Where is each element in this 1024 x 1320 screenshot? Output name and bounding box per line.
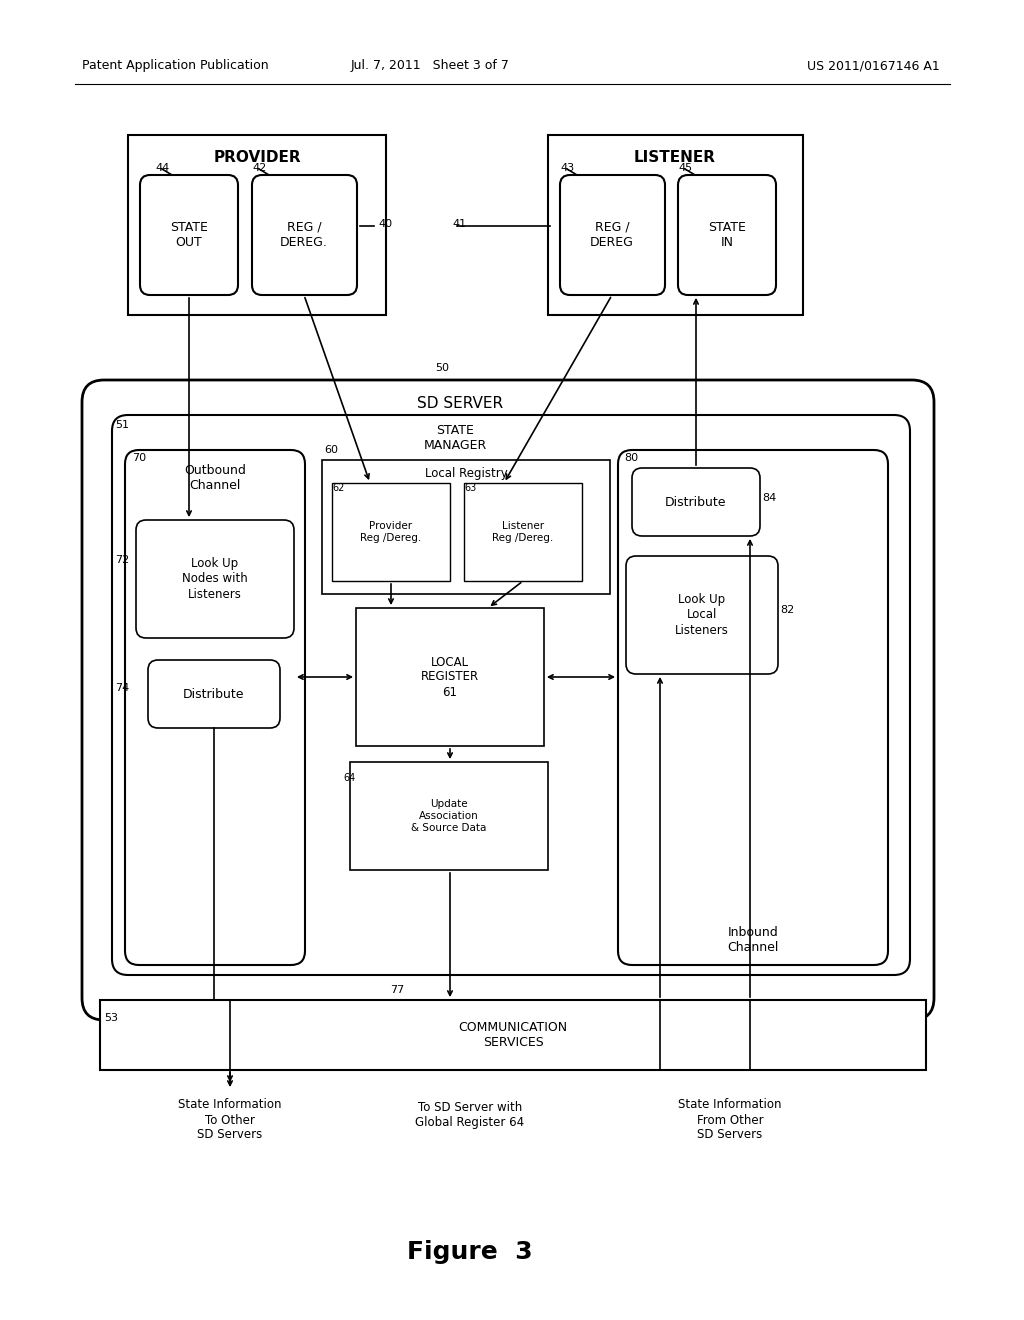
Text: 44: 44 [155,162,169,173]
Text: 84: 84 [762,492,776,503]
FancyBboxPatch shape [82,380,934,1020]
Text: Patent Application Publication: Patent Application Publication [82,59,268,73]
Text: 74: 74 [115,682,129,693]
Text: 80: 80 [624,453,638,463]
Text: Outbound
Channel: Outbound Channel [184,465,246,492]
Text: 70: 70 [132,453,146,463]
Text: 41: 41 [452,219,466,228]
FancyBboxPatch shape [148,660,280,729]
Text: 53: 53 [104,1012,118,1023]
Bar [356,609,544,746]
Text: Distribute: Distribute [666,495,727,508]
Text: STATE
IN: STATE IN [708,220,745,249]
Bar [464,483,582,581]
FancyBboxPatch shape [560,176,665,294]
FancyBboxPatch shape [618,450,888,965]
FancyBboxPatch shape [112,414,910,975]
Text: 63: 63 [464,483,476,492]
Text: State Information
From Other
SD Servers: State Information From Other SD Servers [678,1098,781,1142]
Bar [350,762,548,870]
FancyBboxPatch shape [125,450,305,965]
Bar [332,483,450,581]
Text: 72: 72 [115,554,129,565]
Text: 51: 51 [115,420,129,430]
Text: 82: 82 [780,605,795,615]
Text: Update
Association
& Source Data: Update Association & Source Data [412,800,486,833]
Text: STATE
OUT: STATE OUT [170,220,208,249]
Text: 60: 60 [324,445,338,455]
Text: To SD Server with
Global Register 64: To SD Server with Global Register 64 [416,1101,524,1129]
Text: PROVIDER: PROVIDER [213,149,301,165]
Bar [100,1001,926,1071]
Text: LISTENER: LISTENER [634,149,716,165]
Text: Local Registry: Local Registry [425,466,507,479]
Text: Look Up
Nodes with
Listeners: Look Up Nodes with Listeners [182,557,248,601]
FancyBboxPatch shape [252,176,357,294]
Text: State Information
To Other
SD Servers: State Information To Other SD Servers [178,1098,282,1142]
Text: 64: 64 [343,774,355,783]
Text: US 2011/0167146 A1: US 2011/0167146 A1 [807,59,940,73]
Bar [548,135,803,315]
Text: STATE
MANAGER: STATE MANAGER [423,424,486,451]
FancyBboxPatch shape [136,520,294,638]
Text: 43: 43 [560,162,574,173]
Text: 50: 50 [435,363,449,374]
FancyBboxPatch shape [678,176,776,294]
Text: Provider
Reg /Dereg.: Provider Reg /Dereg. [360,521,422,543]
FancyBboxPatch shape [140,176,238,294]
Text: Jul. 7, 2011   Sheet 3 of 7: Jul. 7, 2011 Sheet 3 of 7 [350,59,509,73]
Text: 77: 77 [390,985,404,995]
FancyBboxPatch shape [632,469,760,536]
FancyBboxPatch shape [626,556,778,675]
Text: REG /
DEREG: REG / DEREG [590,220,634,249]
Text: 45: 45 [678,162,692,173]
Text: REG /
DEREG.: REG / DEREG. [280,220,328,249]
Bar [128,135,386,315]
Bar [322,459,610,594]
Text: 62: 62 [332,483,344,492]
Text: Listener
Reg /Dereg.: Listener Reg /Dereg. [493,521,554,543]
Text: Figure  3: Figure 3 [408,1239,532,1265]
Text: Distribute: Distribute [183,688,245,701]
Text: 42: 42 [252,162,266,173]
Text: SD SERVER: SD SERVER [417,396,503,412]
Text: LOCAL
REGISTER
61: LOCAL REGISTER 61 [421,656,479,698]
Text: Look Up
Local
Listeners: Look Up Local Listeners [675,594,729,636]
Text: COMMUNICATION
SERVICES: COMMUNICATION SERVICES [459,1020,567,1049]
Text: Inbound
Channel: Inbound Channel [727,927,778,954]
Text: 40: 40 [378,219,392,228]
